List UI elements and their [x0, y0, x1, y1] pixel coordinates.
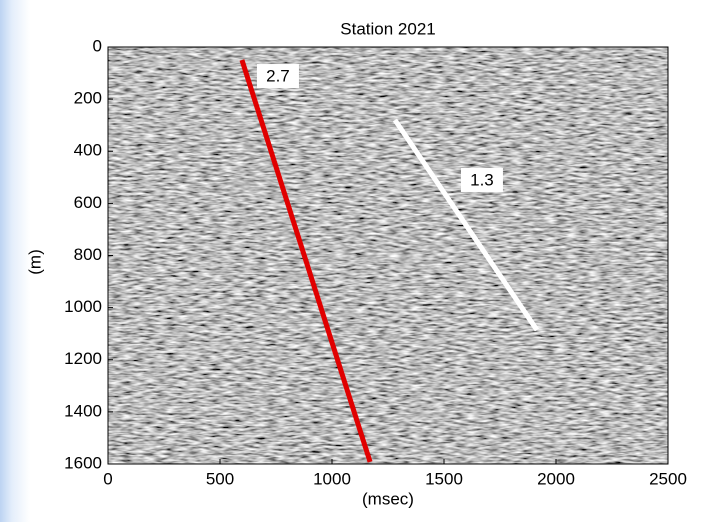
- x-tick-label: 2500: [649, 469, 687, 488]
- y-tick-label: 1000: [64, 297, 102, 316]
- x-axis-label: (msec): [362, 489, 414, 508]
- seismic-texture: [108, 47, 668, 464]
- y-tick-label: 1200: [64, 349, 102, 368]
- x-tick-label: 1000: [313, 469, 351, 488]
- velocity-label-box: [256, 64, 299, 89]
- y-tick-label: 0: [93, 36, 102, 55]
- y-tick-label: 1600: [64, 453, 102, 472]
- x-tick-label: 500: [206, 469, 234, 488]
- y-tick-label: 800: [74, 245, 102, 264]
- y-axis-label: (m): [25, 249, 44, 274]
- velocity-line: [239, 59, 373, 463]
- x-tick-label: 1500: [425, 469, 463, 488]
- velocity-label-box: [460, 167, 503, 192]
- y-tick-label: 600: [74, 193, 102, 212]
- y-tick-label: 1400: [64, 401, 102, 420]
- velocity-label: 2.7: [266, 67, 290, 86]
- velocity-line: [392, 118, 540, 332]
- y-tick-label: 400: [74, 141, 102, 160]
- velocity-label: 1.3: [470, 170, 494, 189]
- y-tick-label: 200: [74, 89, 102, 108]
- x-tick-label: 2000: [537, 469, 575, 488]
- chart-title: Station 2021: [340, 19, 435, 38]
- x-tick-label: 0: [103, 469, 112, 488]
